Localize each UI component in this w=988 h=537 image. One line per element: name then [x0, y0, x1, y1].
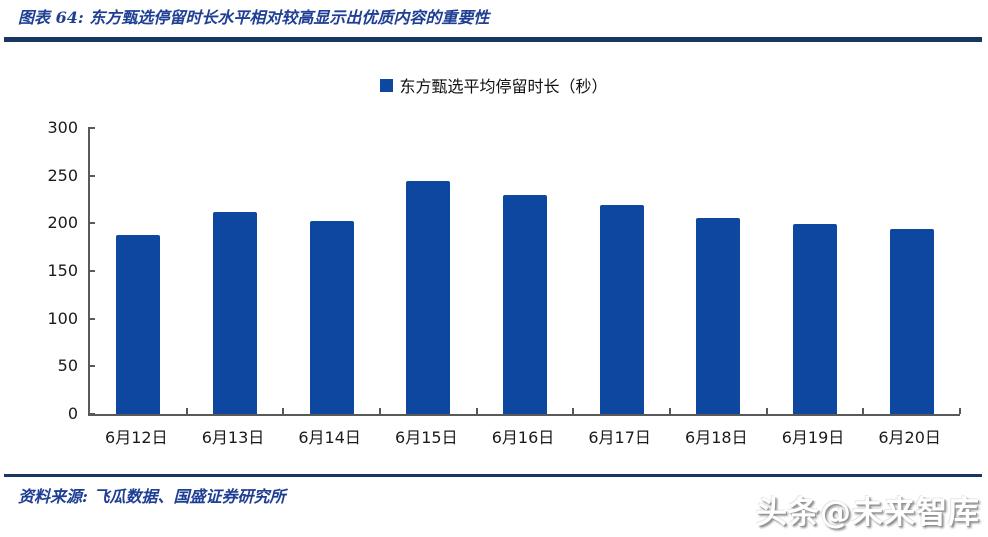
y-axis-tick-mark: [88, 317, 95, 320]
watermark-text: 头条@未来智库: [756, 495, 980, 531]
x-axis-tick-mark: [282, 408, 285, 414]
y-axis-tick-label: 300: [47, 118, 78, 137]
footer-divider-rule: [4, 474, 982, 477]
x-axis-tick-label: 6月19日: [781, 428, 845, 447]
y-axis-tick-label: 200: [47, 213, 78, 233]
bar-6月12日: [116, 234, 161, 414]
x-axis-tick-mark: [185, 408, 188, 414]
bar-6月16日: [503, 194, 547, 414]
y-axis-tick-mark: [88, 174, 95, 177]
x-axis-tick-label: 6月20日: [878, 428, 941, 447]
x-axis-tick-mark: [959, 408, 961, 414]
legend-color-swatch: [380, 78, 394, 92]
x-axis-tick-mark: [475, 408, 478, 414]
bar-6月18日: [696, 217, 741, 414]
title-divider-rule: [4, 37, 982, 42]
y-axis-tick-label: 100: [47, 308, 78, 328]
legend-label: 东方甄选平均停留时长（秒）: [399, 77, 608, 96]
y-axis-tick-label: 0: [67, 404, 78, 423]
x-axis-tick-label: 6月13日: [201, 428, 265, 447]
x-axis-tick-label: 6月18日: [685, 428, 748, 447]
bar-chart: 0 50 100 150 200 250 300 6月12日 6月13日 6月14日 6月15日 6月…: [0, 114, 988, 450]
figure-title: 图表 64: 东方甄选停留时长水平相对较高显示出优质内容的重要性: [18, 8, 490, 27]
bar-6月14日: [309, 221, 354, 414]
x-axis-tick-label: 6月12日: [105, 428, 168, 447]
plot-area: [88, 128, 961, 416]
x-axis-tick-label: 6月16日: [491, 428, 555, 447]
y-axis-tick-mark: [88, 270, 95, 272]
y-axis-tick-mark: [88, 127, 95, 129]
x-axis-tick-label: 6月17日: [588, 428, 651, 447]
y-axis-tick-mark: [88, 365, 95, 368]
chart-legend: 东方甄选平均停留时长（秒）: [0, 74, 988, 96]
x-axis-tick-label: 6月15日: [395, 428, 458, 447]
y-axis-tick-mark: [88, 222, 95, 225]
bar-6月15日: [406, 181, 451, 414]
bar-6月17日: [599, 205, 644, 414]
x-axis-tick-mark: [862, 408, 865, 414]
y-axis-tick-label: 50: [57, 356, 78, 376]
bar-6月13日: [213, 211, 257, 414]
y-axis-tick-label: 150: [47, 261, 78, 280]
x-axis-tick-mark: [572, 408, 575, 414]
x-axis-tick-label: 6月14日: [298, 428, 361, 447]
y-axis-tick-mark: [88, 413, 95, 415]
x-axis-tick-mark: [379, 408, 381, 414]
bar-6月20日: [889, 229, 934, 414]
y-axis-tick-label: 250: [47, 165, 78, 185]
data-source-note: 资料来源: 飞瓜数据、国盛证券研究所: [18, 487, 286, 506]
x-axis-tick-mark: [669, 408, 671, 414]
x-axis-tick-mark: [765, 408, 768, 414]
bar-6月19日: [793, 224, 837, 414]
